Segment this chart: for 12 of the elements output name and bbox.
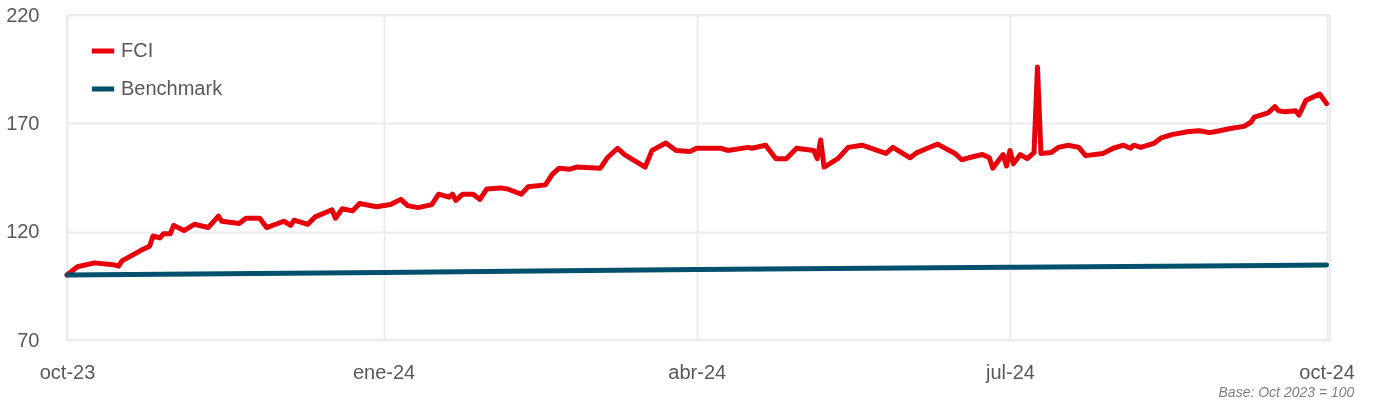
y-tick-label: 120: [6, 220, 40, 243]
x-tick-label: abr-24: [668, 360, 727, 383]
legend-label: Benchmark: [121, 77, 224, 99]
legend-label: FCI: [121, 39, 154, 61]
x-tick-label: oct-23: [39, 360, 96, 383]
y-tick-label: 70: [17, 328, 40, 351]
x-tick-label: ene-24: [352, 360, 416, 383]
x-tick-label: jul-24: [984, 360, 1035, 383]
text: Base: Oct 2023 = 100: [1218, 384, 1355, 400]
y-tick-label: 170: [6, 111, 40, 134]
x-tick-label: oct-24: [1299, 360, 1355, 383]
y-tick-label: 220: [6, 3, 40, 26]
